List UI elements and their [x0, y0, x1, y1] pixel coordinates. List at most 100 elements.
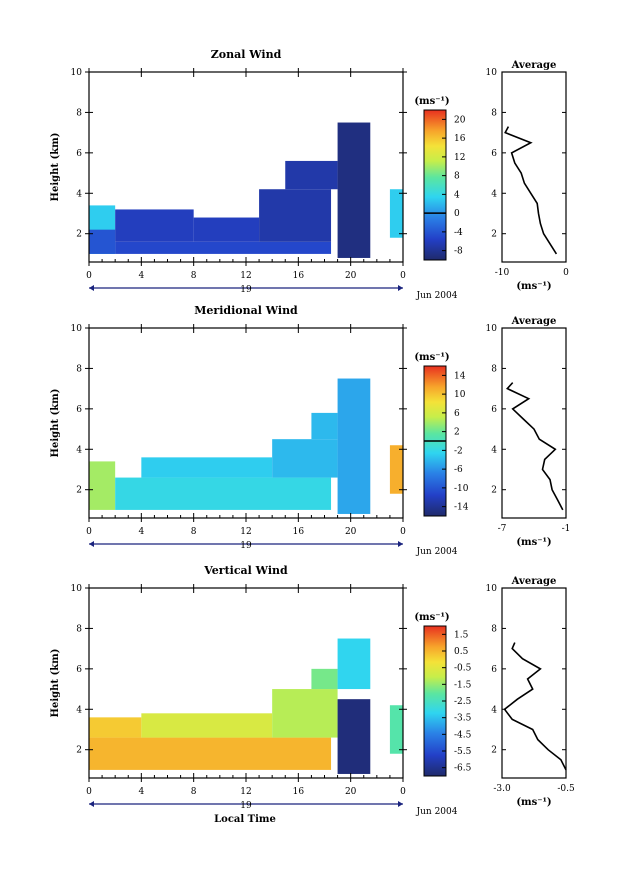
colorbar — [423, 109, 447, 261]
field-patch — [311, 668, 338, 690]
date-label: Jun 2004 — [416, 547, 458, 557]
profile-title: Average — [511, 316, 557, 327]
field-patch — [115, 209, 194, 242]
y-tick-label: 2 — [76, 486, 82, 496]
field-patch — [115, 477, 332, 510]
date-label: Jun 2004 — [416, 291, 458, 301]
profile-y-tick-label: 2 — [491, 230, 497, 240]
field-patch — [337, 699, 371, 774]
x-tick-label: 16 — [293, 787, 305, 797]
x-tick-label: 0 — [400, 271, 406, 281]
profile-y-tick-label: 10 — [486, 584, 498, 594]
meridional-wind-panel: Meridional Wind 2 4 6 8 10 Height (km) 0 4 8 12 16 2… — [50, 304, 570, 557]
x-tick-label: 4 — [138, 527, 144, 537]
day-bar-right-arrow — [398, 541, 403, 547]
field-patch — [337, 122, 371, 258]
field-patch — [389, 189, 403, 238]
profile-title: Average — [511, 60, 557, 71]
x-tick-label: 8 — [191, 787, 197, 797]
x-tick-label: 20 — [345, 527, 357, 537]
x-tick-label: 16 — [293, 271, 305, 281]
average-profile-line — [505, 382, 564, 511]
colorbar-tick-label: -2.5 — [454, 697, 472, 707]
day-bar-left-arrow — [89, 541, 94, 547]
field-patch — [141, 713, 273, 738]
field-patch — [272, 439, 338, 478]
colorbar-tick-label: -6 — [454, 465, 463, 475]
colorbar-tick-label: -0.5 — [454, 664, 472, 674]
y-tick-label: 6 — [76, 405, 82, 415]
profile-x-tick-label: -10 — [495, 268, 510, 278]
colorbar-tick-label: -2 — [454, 446, 463, 456]
field-patch — [285, 160, 338, 190]
x-tick-label: 16 — [293, 527, 305, 537]
x-tick-label: 0 — [400, 527, 406, 537]
field-patch — [337, 638, 371, 690]
x-tick-label: 0 — [400, 787, 406, 797]
profile-y-tick-label: 6 — [491, 149, 497, 159]
field-patch — [115, 241, 332, 254]
colorbar-tick-label: 16 — [454, 134, 466, 144]
profile-y-tick-label: 4 — [491, 189, 497, 199]
profile-y-tick-label: 10 — [486, 68, 498, 78]
date-label: Jun 2004 — [416, 807, 458, 817]
field-patch — [89, 737, 332, 770]
colorbar-unit-label: (ms⁻¹) — [414, 96, 449, 107]
colorbar-tick-label: -6.5 — [454, 764, 472, 774]
colorbar-tick-label: 14 — [454, 371, 466, 381]
x-tick-label: 20 — [345, 271, 357, 281]
day-label: 19 — [240, 541, 252, 551]
y-axis-label: Height (km) — [50, 649, 61, 718]
day-bar-left-arrow — [89, 801, 94, 807]
average-profile-line — [504, 126, 558, 255]
x-tick-label: 12 — [240, 527, 251, 537]
field-patch — [389, 705, 403, 754]
x-tick-label: 12 — [240, 271, 251, 281]
field-patch — [89, 461, 116, 510]
y-tick-label: 10 — [71, 68, 83, 78]
y-tick-label: 8 — [76, 624, 82, 634]
field-patch — [337, 378, 371, 514]
colorbar-unit-label: (ms⁻¹) — [414, 352, 449, 363]
y-tick-label: 10 — [71, 584, 83, 594]
profile-unit-label: (ms⁻¹) — [516, 537, 551, 548]
y-tick-label: 6 — [76, 665, 82, 675]
profile-unit-label: (ms⁻¹) — [516, 281, 551, 292]
colorbar-tick-label: -4.5 — [454, 730, 472, 740]
profile-x-tick-label: -7 — [498, 524, 507, 534]
x-tick-label: 0 — [86, 271, 92, 281]
colorbar-tick-label: 6 — [454, 409, 460, 419]
colorbar-tick-label: -4 — [454, 228, 463, 238]
colorbar-tick-label: -10 — [454, 484, 469, 494]
profile-y-tick-label: 2 — [491, 746, 497, 756]
profile-y-tick-label: 8 — [491, 108, 497, 118]
panel-title: Zonal Wind — [211, 48, 282, 61]
x-tick-label: 8 — [191, 527, 197, 537]
x-axis-label: Local Time — [214, 814, 276, 825]
y-tick-label: 2 — [76, 230, 82, 240]
colorbar-tick-label: 0 — [454, 209, 460, 219]
colorbar-tick-label: -5.5 — [454, 747, 472, 757]
x-tick-label: 0 — [86, 527, 92, 537]
profile-x-tick-label: -1 — [562, 524, 571, 534]
y-tick-label: 4 — [76, 705, 82, 715]
field-patch — [311, 412, 338, 440]
day-bar-left-arrow — [89, 285, 94, 291]
profile-y-tick-label: 10 — [486, 324, 498, 334]
profile-frame — [501, 587, 567, 779]
y-tick-label: 10 — [71, 324, 83, 334]
colorbar-tick-label: 4 — [454, 190, 460, 200]
profile-x-tick-label: 0 — [563, 268, 569, 278]
colorbar-tick-label: 12 — [454, 153, 465, 163]
x-tick-label: 4 — [138, 787, 144, 797]
profile-frame — [501, 71, 567, 263]
colorbar-tick-label: 8 — [454, 172, 460, 182]
colorbar-tick-label: -3.5 — [454, 714, 472, 724]
field-patch — [193, 217, 260, 242]
profile-y-tick-label: 4 — [491, 705, 497, 715]
field-patch — [272, 689, 338, 738]
y-axis-label: Height (km) — [50, 133, 61, 202]
x-tick-label: 12 — [240, 787, 251, 797]
profile-y-tick-label: 6 — [491, 665, 497, 675]
